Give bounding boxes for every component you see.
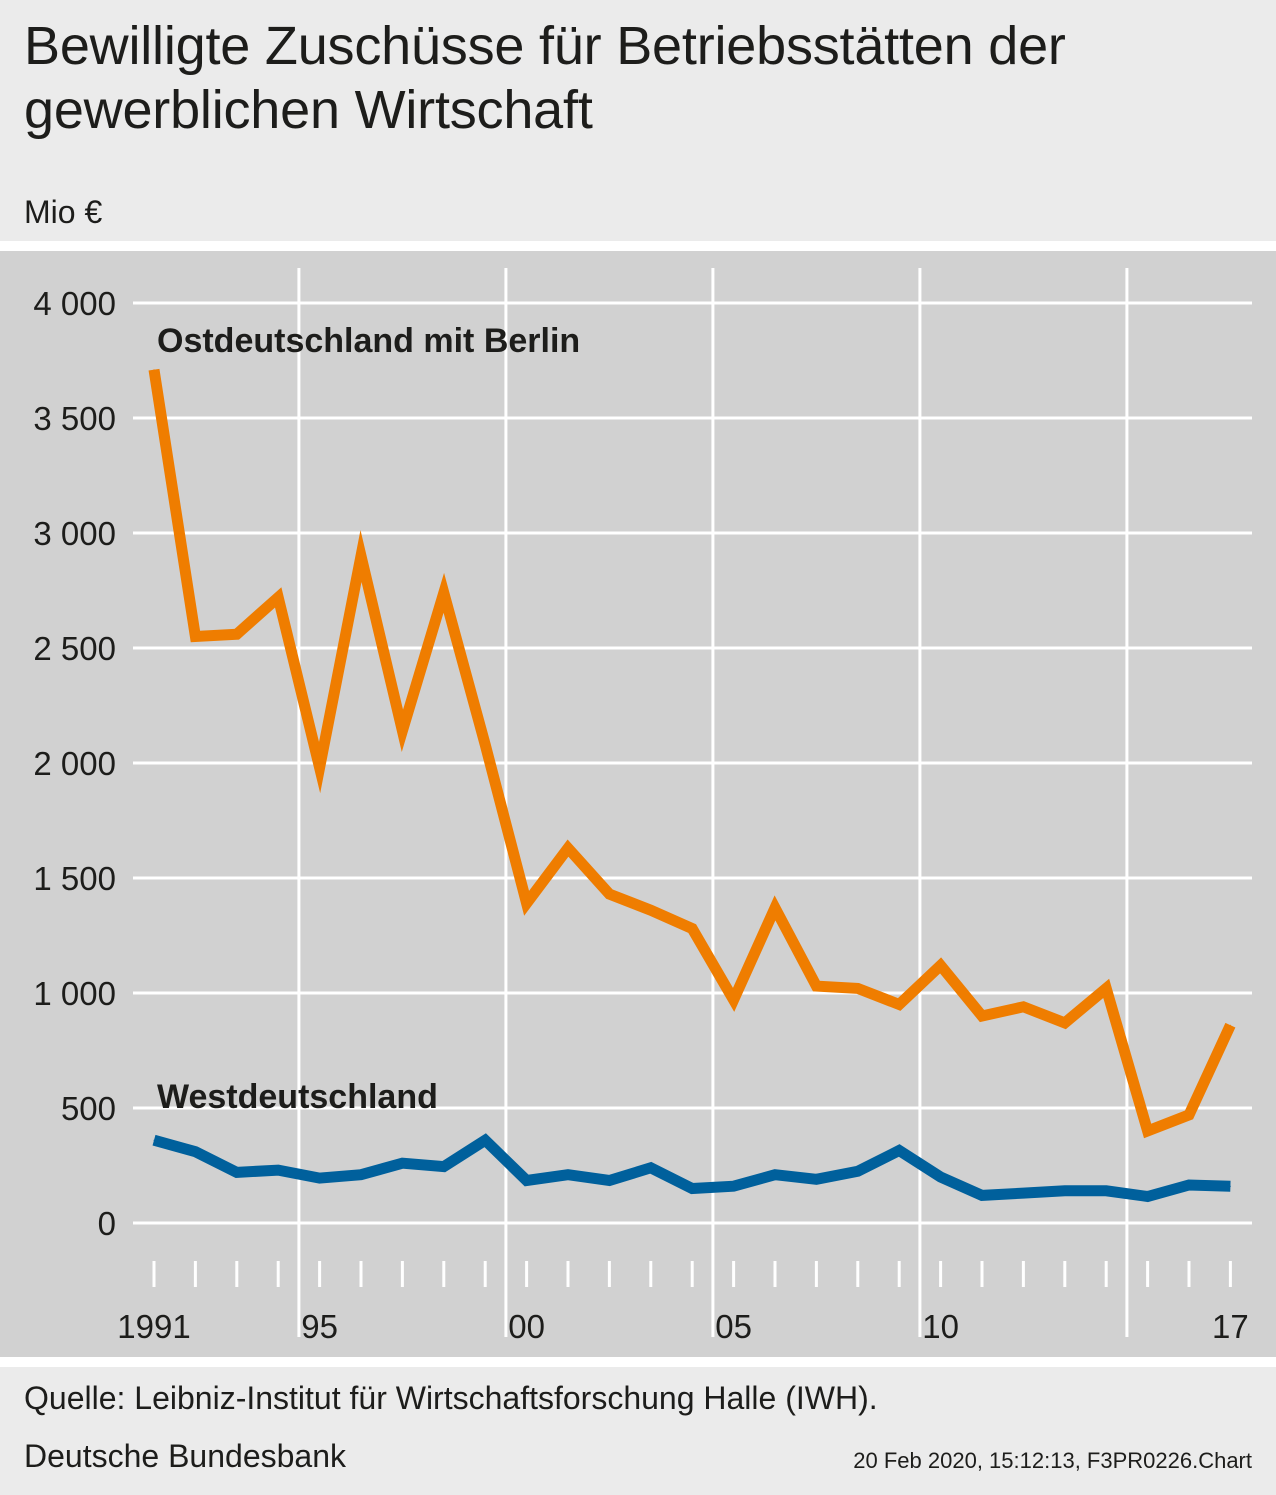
data-point: [650, 909, 652, 911]
data-point: [1105, 987, 1107, 989]
x-tick-label: 1991: [117, 1308, 190, 1345]
data-point: [153, 1139, 155, 1141]
data-point: [443, 592, 445, 594]
y-tick-label: 1 000: [33, 975, 116, 1012]
x-axis-ticks: [152, 1261, 1232, 1287]
data-point: [857, 987, 859, 989]
data-point: [277, 1169, 279, 1171]
data-point: [1229, 1185, 1231, 1187]
data-point: [981, 1015, 983, 1017]
data-point: [443, 1166, 445, 1168]
data-point: [940, 964, 942, 966]
data-point: [1229, 1024, 1231, 1026]
timestamp-note: 20 Feb 2020, 15:12:13, F3PR0226.Chart: [853, 1448, 1252, 1473]
data-point: [319, 767, 321, 769]
bottom-divider: [0, 1357, 1276, 1367]
data-point: [360, 555, 362, 557]
x-tick-label: 00: [508, 1308, 545, 1345]
data-point: [1064, 1022, 1066, 1024]
y-tick-label: 500: [61, 1090, 116, 1127]
data-point: [1064, 1190, 1066, 1192]
data-point: [277, 596, 279, 598]
series-lines: [148, 368, 1236, 1203]
data-point: [774, 907, 776, 909]
data-point: [691, 1188, 693, 1189]
data-point: [236, 633, 238, 635]
data-point: [940, 1176, 942, 1178]
data-point: [608, 893, 610, 895]
data-point: [401, 1162, 403, 1164]
data-point: [815, 985, 817, 987]
y-tick-label: 3 000: [33, 515, 116, 552]
data-point: [1105, 1190, 1107, 1192]
data-point: [360, 1174, 362, 1176]
data-point: [153, 369, 155, 371]
data-point: [194, 636, 196, 637]
data-point: [815, 1178, 817, 1180]
data-point: [319, 1177, 321, 1179]
series-label-east: Ostdeutschland mit Berlin: [157, 322, 580, 360]
x-tick-label: 10: [922, 1308, 959, 1345]
data-point: [484, 1139, 486, 1141]
data-point: [401, 730, 403, 732]
x-tick-label: 95: [301, 1308, 338, 1345]
data-point: [1022, 1006, 1024, 1008]
data-point: [898, 1004, 900, 1005]
data-point: [526, 1179, 528, 1181]
data-point: [194, 1151, 196, 1153]
data-point: [733, 999, 735, 1001]
data-point: [857, 1170, 859, 1172]
series-label-west: Westdeutschland: [157, 1078, 438, 1116]
publisher-note: Deutsche Bundesbank: [24, 1438, 346, 1474]
data-point: [236, 1171, 238, 1173]
unit-label: Mio €: [24, 194, 103, 230]
x-tick-label: 17: [1212, 1308, 1249, 1345]
data-point: [981, 1194, 983, 1196]
top-divider: [0, 241, 1276, 251]
data-point: [1147, 1130, 1149, 1132]
data-point: [1188, 1114, 1190, 1116]
data-point: [733, 1185, 735, 1187]
x-tick-label: 05: [715, 1308, 752, 1345]
chart-title: Bewilligte Zuschüsse für Betriebsstätten…: [24, 16, 1066, 140]
y-tick-label: 2 000: [33, 745, 116, 782]
y-tick-label: 2 500: [33, 630, 116, 667]
y-tick-label: 4 000: [33, 285, 116, 322]
source-note: Quelle: Leibniz-Institut für Wirtschafts…: [24, 1380, 878, 1416]
data-point: [567, 847, 569, 849]
y-tick-label: 1 500: [33, 860, 116, 897]
data-point: [1188, 1184, 1190, 1186]
data-point: [691, 928, 693, 930]
data-point: [1147, 1196, 1149, 1198]
data-point: [650, 1167, 652, 1169]
y-tick-label: 3 500: [33, 400, 116, 437]
data-point: [898, 1150, 900, 1152]
data-point: [567, 1174, 569, 1176]
data-point: [526, 902, 528, 904]
data-point: [1022, 1192, 1024, 1194]
data-point: [484, 744, 486, 746]
series-line-east: [148, 368, 1236, 1139]
data-point: [774, 1174, 776, 1176]
data-point: [608, 1179, 610, 1181]
y-tick-label: 0: [98, 1205, 116, 1242]
